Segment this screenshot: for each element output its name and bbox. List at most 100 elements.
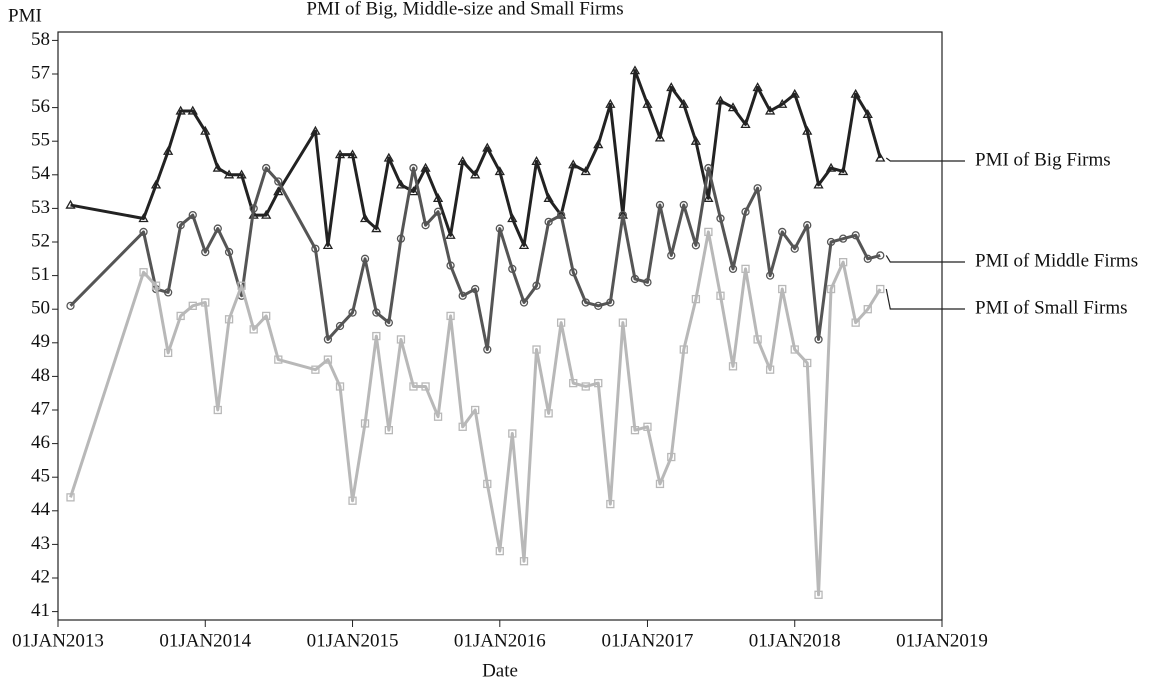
- marker: [518, 240, 530, 250]
- x-tick-label: 01JAN2014: [159, 630, 251, 651]
- marker: [200, 125, 211, 135]
- y-tick-label: 52: [31, 230, 50, 251]
- marker: [261, 209, 272, 219]
- marker: [826, 284, 836, 294]
- marker: [470, 169, 481, 179]
- marker: [433, 412, 443, 421]
- marker: [753, 335, 762, 344]
- marker: [212, 162, 223, 172]
- marker: [568, 159, 579, 169]
- marker: [138, 213, 149, 223]
- marker: [643, 278, 652, 287]
- marker: [544, 409, 553, 418]
- marker: [863, 254, 872, 263]
- marker: [642, 98, 653, 108]
- marker: [606, 499, 615, 509]
- marker: [360, 254, 370, 263]
- marker: [556, 318, 566, 327]
- marker: [408, 186, 419, 196]
- marker: [876, 251, 885, 260]
- series-line: [69, 166, 881, 352]
- y-tick-label: 51: [31, 264, 50, 285]
- x-tick-label: 01JAN2018: [749, 630, 841, 651]
- marker: [716, 214, 725, 223]
- series-label: PMI of Small Firms: [975, 297, 1128, 318]
- marker: [494, 166, 505, 176]
- marker: [262, 163, 271, 173]
- marker: [765, 105, 776, 115]
- marker: [409, 382, 418, 391]
- y-tick-label: 49: [31, 331, 50, 352]
- marker: [863, 305, 872, 314]
- y-tick-label: 55: [31, 130, 50, 151]
- marker: [396, 335, 406, 344]
- marker: [372, 331, 381, 341]
- marker: [629, 65, 641, 75]
- marker: [752, 82, 763, 92]
- marker: [383, 152, 394, 162]
- label-leader: [885, 255, 965, 263]
- marker: [372, 308, 381, 317]
- marker: [839, 234, 848, 243]
- marker: [66, 493, 75, 502]
- marker: [236, 169, 247, 179]
- marker: [765, 365, 775, 374]
- marker: [65, 199, 76, 209]
- marker: [311, 244, 320, 253]
- y-tick-label: 56: [31, 96, 50, 117]
- marker: [581, 382, 590, 391]
- marker: [691, 241, 701, 250]
- marker: [704, 163, 713, 173]
- x-tick-label: 01JAN2019: [896, 630, 988, 651]
- marker: [679, 345, 688, 354]
- series-label: PMI of Big Firms: [975, 149, 1111, 170]
- marker: [175, 105, 186, 115]
- marker: [728, 264, 738, 274]
- y-tick-label: 54: [31, 163, 51, 184]
- marker: [765, 271, 775, 280]
- marker: [802, 125, 813, 135]
- marker: [851, 231, 860, 240]
- marker: [446, 261, 455, 270]
- marker: [778, 227, 787, 237]
- marker: [838, 166, 849, 176]
- marker: [531, 156, 542, 166]
- marker: [347, 149, 358, 159]
- label-leader: [885, 288, 965, 310]
- marker: [458, 291, 467, 300]
- y-tick-label: 45: [31, 466, 50, 487]
- marker: [814, 335, 823, 344]
- marker: [678, 98, 689, 108]
- marker: [862, 109, 873, 118]
- marker: [519, 298, 529, 307]
- marker: [654, 132, 666, 142]
- marker: [471, 284, 480, 294]
- y-tick-label: 41: [31, 600, 50, 621]
- marker: [151, 281, 161, 290]
- marker: [335, 382, 345, 391]
- marker: [630, 274, 640, 284]
- marker: [508, 264, 517, 274]
- marker: [593, 139, 604, 149]
- marker: [457, 156, 468, 166]
- marker: [716, 291, 725, 300]
- marker: [213, 405, 222, 415]
- marker: [396, 234, 406, 243]
- marker: [163, 348, 173, 358]
- marker: [274, 355, 283, 364]
- marker: [311, 365, 320, 374]
- marker: [323, 335, 333, 344]
- marker: [395, 179, 407, 189]
- marker: [594, 301, 603, 310]
- y-tick-label: 58: [31, 29, 50, 50]
- marker: [483, 345, 492, 354]
- marker: [643, 422, 652, 431]
- marker: [176, 221, 185, 230]
- marker: [458, 422, 467, 431]
- marker: [655, 200, 665, 210]
- marker: [814, 590, 823, 599]
- marker: [360, 419, 370, 428]
- marker: [876, 284, 885, 294]
- marker: [471, 405, 480, 415]
- y-tick-label: 53: [31, 197, 50, 218]
